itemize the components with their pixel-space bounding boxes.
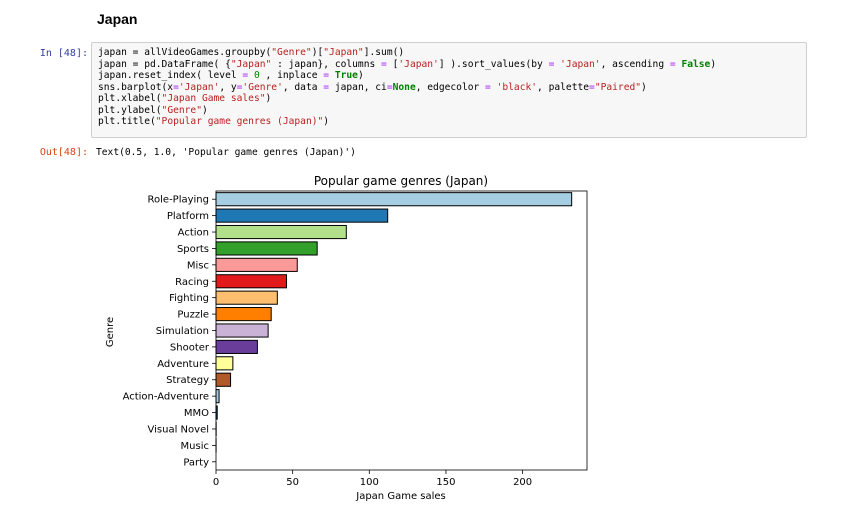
code-line: japan = pd.DataFrame( {"Japan" : japan},…: [98, 58, 717, 70]
x-tick-label: 50: [286, 477, 299, 488]
y-tick-label: Party: [183, 457, 209, 468]
y-tick-label: Fighting: [169, 293, 209, 304]
code-editor[interactable]: japan = allVideoGames.groupby("Genre")["…: [98, 47, 716, 128]
bar-shooter: [215, 339, 258, 354]
output-prompt: Out[48]:: [39, 147, 88, 158]
bar-racing: [215, 274, 288, 289]
y-tick-label: Music: [181, 441, 209, 452]
y-tick-label: Role-Playing: [148, 195, 209, 206]
bar-action: [215, 224, 347, 240]
y-tick-label: Puzzle: [177, 310, 209, 321]
chart-title: Popular game genres (Japan): [314, 174, 488, 188]
x-axis-label: Japan Game sales: [355, 491, 446, 502]
y-tick-label: Adventure: [157, 359, 209, 370]
bars-group: [215, 192, 573, 453]
y-tick-label: Strategy: [166, 375, 209, 386]
bar-misc: [215, 257, 298, 272]
bar-strategy: [215, 372, 232, 387]
bar-adventure: [215, 356, 234, 371]
x-tick-label: 150: [436, 477, 455, 488]
y-tick-label: Sports: [177, 244, 209, 255]
code-line: japan.reset_index( level = 0 , inplace =…: [98, 70, 364, 81]
axes-spines: [215, 190, 588, 471]
y-tick-label: Racing: [175, 277, 209, 288]
output-text: Text(0.5, 1.0, 'Popular game genres (Jap…: [96, 147, 356, 158]
code-line: japan = allVideoGames.groupby("Genre")["…: [98, 47, 405, 58]
section-heading: Japan: [97, 11, 138, 27]
code-line: plt.ylabel("Genre"): [98, 104, 208, 116]
bar-sports: [215, 241, 318, 256]
y-tick-label: Simulation: [156, 326, 209, 337]
bar-puzzle: [215, 307, 272, 322]
y-tick-label: Platform: [167, 211, 209, 222]
input-prompt: In [48]:: [39, 48, 88, 59]
bar-action-adventure: [215, 389, 220, 404]
code-line: plt.title("Popular game genres (Japan)"): [98, 116, 330, 127]
plot-frame: [215, 190, 588, 471]
y-axis-label: Genre: [105, 317, 116, 347]
y-tick-label: Misc: [187, 260, 209, 271]
y-tick-label: Action: [178, 228, 209, 239]
code-line: sns.barplot(x='Japan', y='Genre', data =…: [98, 81, 647, 93]
x-ticks-group: 0 50 100 150 200: [213, 470, 532, 488]
y-tick-label: Action-Adventure: [123, 392, 209, 403]
x-tick-label: 200: [513, 477, 532, 488]
bar-fighting: [215, 290, 278, 305]
bar-role-playing: [215, 192, 573, 207]
x-tick-label: 100: [360, 477, 379, 488]
bar-platform: [215, 208, 389, 223]
y-tick-label: MMO: [184, 408, 209, 419]
y-tick-label: Shooter: [170, 342, 210, 353]
bar-simulation: [215, 323, 269, 338]
code-cell[interactable]: japan = allVideoGames.groupby("Genre")["…: [91, 42, 807, 138]
y-tick-label: Visual Novel: [148, 424, 209, 435]
code-line: plt.xlabel("Japan Game sales"): [98, 93, 272, 104]
x-tick-label: 0: [213, 477, 219, 488]
y-ticks-group: Role-Playing Platform Action Sports Misc Raci…: [123, 195, 216, 468]
